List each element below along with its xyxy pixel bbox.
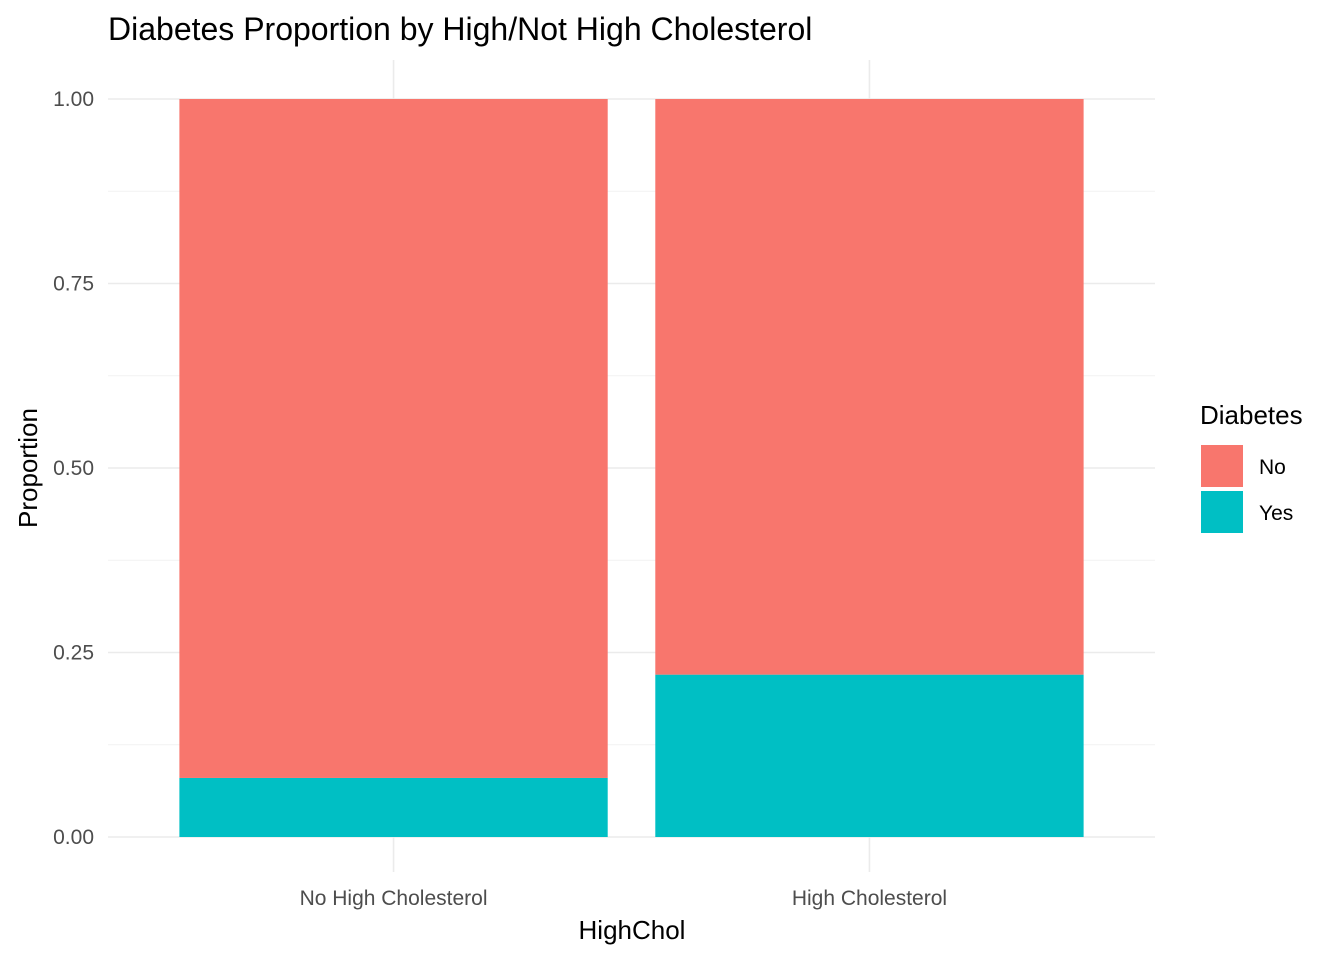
y-tick-label: 1.00	[53, 88, 94, 111]
legend-items: No Yes	[1201, 445, 1293, 533]
chart-title: Diabetes Proportion by High/Not High Cho…	[108, 11, 812, 47]
x-axis-ticks: No High Cholesterol High Cholesterol	[300, 887, 948, 910]
legend: Diabetes No Yes	[1200, 400, 1303, 533]
y-tick-label: 0.25	[53, 642, 94, 665]
bars	[179, 99, 1084, 837]
x-tick-label: No High Cholesterol	[300, 887, 488, 910]
x-axis-title: HighChol	[579, 915, 686, 945]
y-axis-title: Proportion	[13, 408, 43, 528]
bar-no-0	[179, 99, 608, 778]
legend-key-no	[1201, 445, 1243, 487]
bar-yes-1	[655, 674, 1084, 837]
y-axis-ticks: 0.00 0.25 0.50 0.75 1.00	[53, 88, 94, 849]
bar-no-1	[655, 99, 1084, 675]
y-tick-label: 0.00	[53, 826, 94, 849]
bar-yes-0	[179, 777, 608, 837]
legend-label-yes: Yes	[1259, 502, 1293, 525]
x-tick-label: High Cholesterol	[792, 887, 947, 910]
legend-title: Diabetes	[1200, 400, 1303, 430]
y-tick-label: 0.50	[53, 457, 94, 480]
y-tick-label: 0.75	[53, 273, 94, 296]
legend-key-yes	[1201, 491, 1243, 533]
legend-label-no: No	[1259, 456, 1286, 479]
